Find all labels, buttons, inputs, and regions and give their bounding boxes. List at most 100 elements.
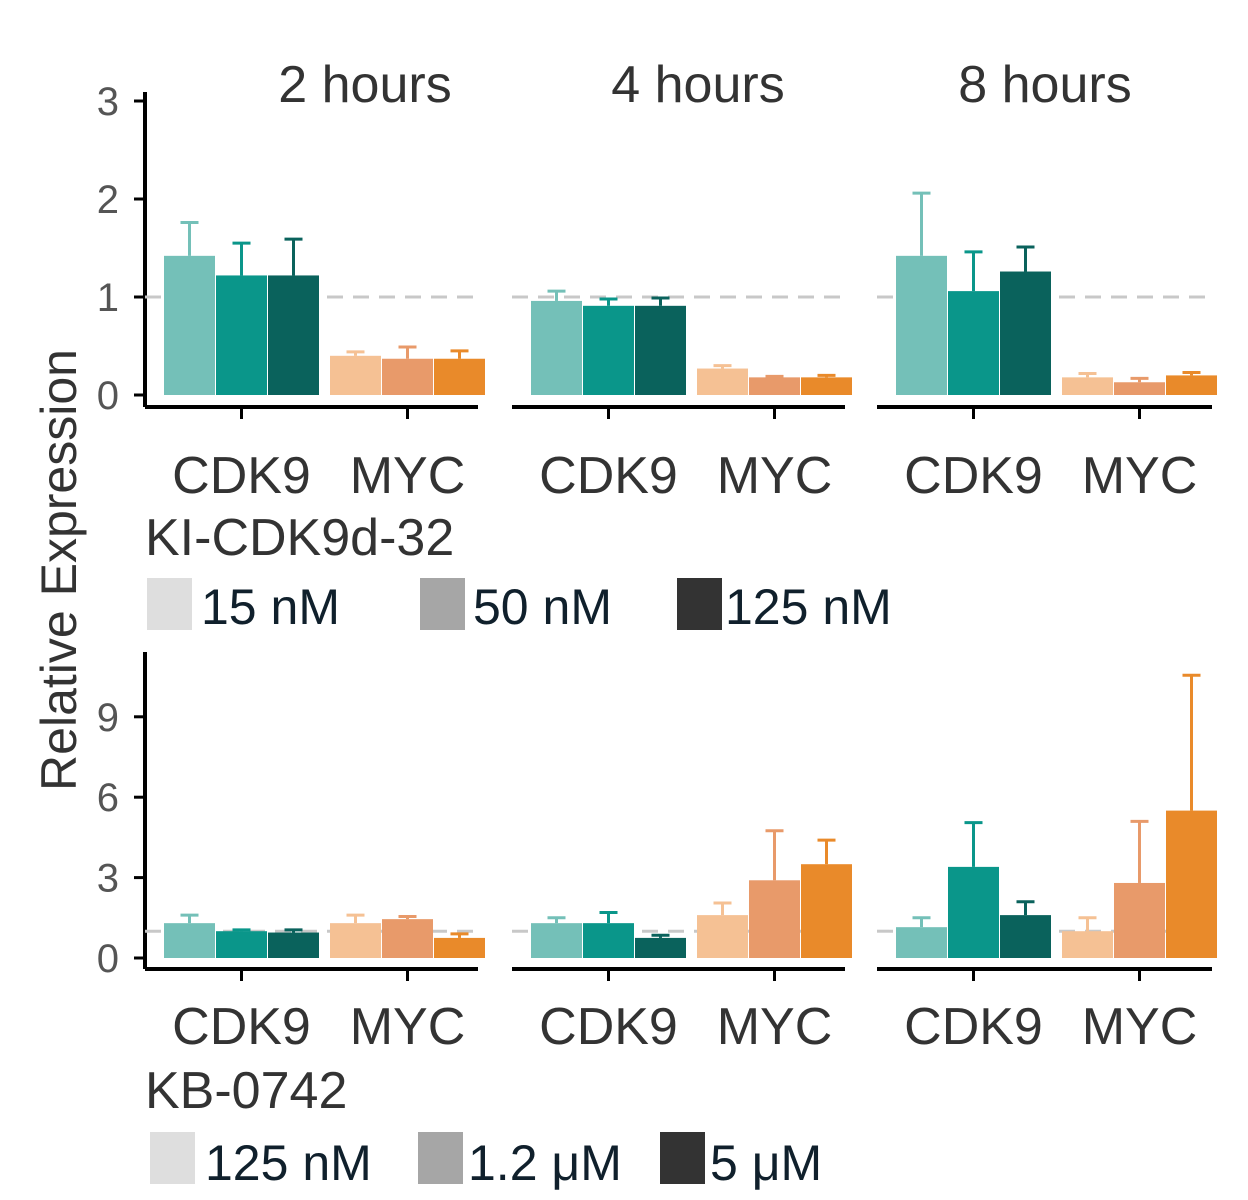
x-tick-label: CDK9 — [172, 998, 311, 1056]
x-tick-label: MYC — [350, 998, 466, 1056]
bar-group-myc: MYC — [697, 829, 852, 1056]
bar-group-cdk9: CDK9 — [896, 191, 1051, 505]
x-tick-label: CDK9 — [539, 998, 678, 1056]
legend-swatch-2 — [420, 578, 465, 630]
panel-1-footer: KI-CDK9d-32 15 nM 50 nM 125 nM — [145, 509, 892, 635]
bar — [268, 275, 319, 395]
bar-group-myc: MYC — [330, 345, 485, 505]
bar — [1166, 810, 1217, 958]
facet-1: CDK9 MYC — [145, 913, 485, 1056]
bar-group-cdk9: CDK9 — [531, 289, 686, 505]
y-axis: 0 3 6 9 — [97, 652, 147, 981]
bar — [1062, 931, 1113, 958]
x-tick-label: MYC — [1082, 447, 1198, 505]
bar — [164, 923, 215, 958]
bar — [635, 305, 686, 395]
y-axis-label: Relative Expression — [31, 349, 87, 791]
x-tick-label: CDK9 — [904, 998, 1043, 1056]
y-axis: 0 1 2 3 — [97, 80, 147, 418]
facet-title-2-hours: 2 hours — [278, 56, 451, 114]
y-tick-label: 3 — [97, 80, 119, 124]
bar — [948, 291, 999, 395]
facet-title-8-hours: 8 hours — [958, 56, 1131, 114]
legend-label-1: 15 nM — [201, 579, 340, 635]
facet-2: CDK9 MYC — [512, 289, 852, 505]
legend-swatch-2 — [418, 1132, 463, 1184]
legend-label-2: 1.2 μM — [468, 1135, 622, 1191]
bar — [635, 937, 686, 958]
x-tick-label: CDK9 — [539, 447, 678, 505]
facet-3: CDK9 MYC — [877, 191, 1217, 505]
x-tick-label: MYC — [1082, 998, 1198, 1056]
x-tick-label: CDK9 — [904, 447, 1043, 505]
bar — [697, 368, 748, 395]
facet-title-4-hours: 4 hours — [611, 56, 784, 114]
bar-group-cdk9: CDK9 — [896, 821, 1051, 1056]
legend-label-1: 125 nM — [205, 1135, 372, 1191]
y-tick-label: 0 — [97, 937, 119, 981]
bar — [216, 275, 267, 395]
legend-swatch-1 — [147, 578, 192, 630]
bar — [330, 923, 381, 958]
bar — [268, 932, 319, 958]
bar — [382, 919, 433, 958]
bar — [382, 358, 433, 395]
bar — [164, 255, 215, 395]
bar-group-myc: MYC — [1062, 673, 1217, 1056]
legend-label-3: 125 nM — [725, 579, 892, 635]
bar-group-cdk9: CDK9 — [164, 221, 319, 505]
bar — [531, 300, 582, 395]
bar — [330, 355, 381, 395]
bar — [948, 866, 999, 958]
legend-label-3: 5 μM — [710, 1135, 822, 1191]
bar-group-cdk9: CDK9 — [531, 910, 686, 1056]
y-tick-label: 6 — [97, 776, 119, 820]
panel-2: 0 3 6 9 CDK9 MYC CDK9 MYC CDK9 MYC — [97, 652, 1217, 1056]
legend-swatch-3 — [660, 1132, 705, 1184]
panel-2-footer: KB-0742 125 nM 1.2 μM 5 μM — [145, 1062, 822, 1191]
bar-group-myc: MYC — [1062, 370, 1217, 505]
x-tick-label: MYC — [717, 447, 833, 505]
bar — [531, 923, 582, 958]
y-tick-label: 1 — [97, 276, 119, 320]
bar-group-myc: MYC — [697, 364, 852, 505]
compound-label-top: KI-CDK9d-32 — [145, 509, 454, 567]
bar — [801, 864, 852, 958]
bar — [1114, 882, 1165, 958]
bar — [583, 305, 634, 395]
legend-swatch-3 — [677, 578, 722, 630]
bar — [216, 931, 267, 958]
y-tick-label: 2 — [97, 178, 119, 222]
panel-1: 0 1 2 3 CDK9 MYC CDK9 MYC CDK9 MYC — [97, 80, 1217, 505]
bar — [749, 377, 800, 395]
facet-3: CDK9 MYC — [877, 673, 1217, 1056]
facet-2: CDK9 MYC — [512, 829, 852, 1056]
bar — [1000, 271, 1051, 395]
bar — [434, 358, 485, 395]
legend-swatch-1 — [150, 1132, 195, 1184]
bar — [1114, 382, 1165, 395]
legend-label-2: 50 nM — [473, 579, 612, 635]
bar — [896, 927, 947, 958]
bar — [1062, 377, 1113, 395]
bar — [749, 880, 800, 958]
x-tick-label: MYC — [350, 447, 466, 505]
bar — [896, 255, 947, 395]
bar — [1000, 915, 1051, 958]
y-tick-label: 9 — [97, 696, 119, 740]
x-tick-label: MYC — [717, 998, 833, 1056]
compound-label-bottom: KB-0742 — [145, 1062, 347, 1120]
facet-1: CDK9 MYC — [145, 221, 485, 505]
y-tick-label: 3 — [97, 857, 119, 901]
bar-group-myc: MYC — [330, 913, 485, 1056]
bar-group-cdk9: CDK9 — [164, 913, 319, 1056]
y-tick-label: 0 — [97, 374, 119, 418]
bar — [434, 937, 485, 958]
bar — [1166, 375, 1217, 395]
facet-titles: 2 hours 4 hours 8 hours — [278, 56, 1131, 114]
bar — [583, 923, 634, 958]
bar — [697, 915, 748, 958]
x-tick-label: CDK9 — [172, 447, 311, 505]
